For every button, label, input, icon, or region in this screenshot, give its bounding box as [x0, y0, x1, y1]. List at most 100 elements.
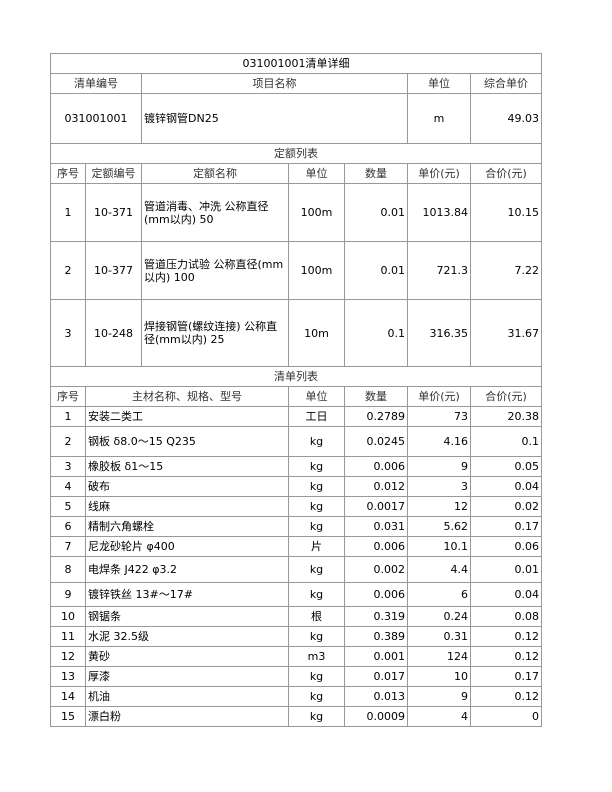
quota-price: 316.35: [407, 299, 471, 367]
material-unit: kg: [288, 476, 345, 497]
quota-name: 管道压力试验 公称直径(mm以内) 100: [141, 241, 289, 300]
material-price: 4.16: [407, 426, 471, 457]
material-name: 钢锯条: [85, 606, 289, 627]
material-unit: kg: [288, 582, 345, 607]
material-qty: 0.389: [344, 626, 408, 647]
material-price: 10.1: [407, 536, 471, 557]
material-unit: 片: [288, 536, 345, 557]
quota-unit: 10m: [288, 299, 345, 367]
material-name: 橡胶板 δ1～15: [85, 456, 289, 477]
material-unit: 根: [288, 606, 345, 627]
material-row: 12 黄砂 m3 0.001 124 0.12: [50, 646, 542, 667]
material-total: 0.1: [470, 426, 542, 457]
quota-section-title: 定额列表: [50, 143, 542, 164]
bill-detail-table: 031001001清单详细 清单编号 项目名称 单位 综合单价 03100100…: [50, 53, 542, 727]
row-no: 2: [50, 426, 86, 457]
material-total: 0.04: [470, 476, 542, 497]
quota-header-name: 定额名称: [141, 163, 289, 184]
material-total: 0.12: [470, 686, 542, 707]
material-name: 电焊条 J422 φ3.2: [85, 556, 289, 583]
material-price: 10: [407, 666, 471, 687]
row-no: 10: [50, 606, 86, 627]
bill-header-row: 清单编号 项目名称 单位 综合单价: [50, 73, 542, 94]
material-row: 4 破布 kg 0.012 3 0.04: [50, 476, 542, 497]
material-header-total: 合价(元): [470, 386, 542, 407]
material-unit: kg: [288, 686, 345, 707]
material-qty: 0.319: [344, 606, 408, 627]
quota-code: 10-377: [85, 241, 142, 300]
material-qty: 0.006: [344, 536, 408, 557]
bill-item-row: 031001001 镀锌钢管DN25 m 49.03: [50, 93, 542, 144]
material-name: 漂白粉: [85, 706, 289, 727]
quota-qty: 0.1: [344, 299, 408, 367]
material-name: 黄砂: [85, 646, 289, 667]
material-qty: 0.0009: [344, 706, 408, 727]
material-qty: 0.006: [344, 456, 408, 477]
quota-header-total: 合价(元): [470, 163, 542, 184]
material-qty: 0.001: [344, 646, 408, 667]
material-unit: kg: [288, 706, 345, 727]
table-title: 031001001清单详细: [50, 53, 542, 74]
material-total: 0.02: [470, 496, 542, 517]
quota-row: 2 10-377 管道压力试验 公称直径(mm以内) 100 100m 0.01 721.…: [50, 241, 542, 300]
material-name: 钢板 δ8.0～15 Q235: [85, 426, 289, 457]
material-qty: 0.017: [344, 666, 408, 687]
material-name: 水泥 32.5级: [85, 626, 289, 647]
header-unit: 单位: [407, 73, 471, 94]
material-header-name: 主材名称、规格、型号: [85, 386, 289, 407]
quota-qty: 0.01: [344, 241, 408, 300]
material-total: 0: [470, 706, 542, 727]
material-header-no: 序号: [50, 386, 86, 407]
material-total: 0.01: [470, 556, 542, 583]
row-no: 2: [50, 241, 86, 300]
material-total: 0.12: [470, 646, 542, 667]
quota-total: 10.15: [470, 183, 542, 242]
material-qty: 0.002: [344, 556, 408, 583]
quota-header-unit: 单位: [288, 163, 345, 184]
material-name: 尼龙砂轮片 φ400: [85, 536, 289, 557]
material-name: 机油: [85, 686, 289, 707]
material-name: 精制六角螺栓: [85, 516, 289, 537]
quota-header-qty: 数量: [344, 163, 408, 184]
material-price: 5.62: [407, 516, 471, 537]
material-row: 8 电焊条 J422 φ3.2 kg 0.002 4.4 0.01: [50, 556, 542, 583]
row-no: 9: [50, 582, 86, 607]
material-total: 20.38: [470, 406, 542, 427]
quota-name: 管道消毒、冲洗 公称直径(mm以内) 50: [141, 183, 289, 242]
material-total: 0.04: [470, 582, 542, 607]
material-total: 0.17: [470, 666, 542, 687]
quota-header-code: 定额编号: [85, 163, 142, 184]
material-total: 0.06: [470, 536, 542, 557]
row-no: 7: [50, 536, 86, 557]
material-price: 9: [407, 456, 471, 477]
material-header-qty: 数量: [344, 386, 408, 407]
material-row: 1 安装二类工 工日 0.2789 73 20.38: [50, 406, 542, 427]
material-qty: 0.2789: [344, 406, 408, 427]
material-unit: kg: [288, 666, 345, 687]
material-name: 安装二类工: [85, 406, 289, 427]
material-qty: 0.006: [344, 582, 408, 607]
row-no: 5: [50, 496, 86, 517]
material-price: 12: [407, 496, 471, 517]
material-price: 73: [407, 406, 471, 427]
row-no: 1: [50, 406, 86, 427]
row-no: 14: [50, 686, 86, 707]
quota-unit: 100m: [288, 183, 345, 242]
quota-qty: 0.01: [344, 183, 408, 242]
material-price: 3: [407, 476, 471, 497]
quota-row: 3 10-248 焊接钢管(螺纹连接) 公称直径(mm以内) 25 10m 0.1 316…: [50, 299, 542, 367]
quota-header-price: 单价(元): [407, 163, 471, 184]
material-unit: kg: [288, 556, 345, 583]
material-row: 14 机油 kg 0.013 9 0.12: [50, 686, 542, 707]
material-total: 0.08: [470, 606, 542, 627]
row-no: 3: [50, 299, 86, 367]
bill-unit-price: 49.03: [470, 93, 542, 144]
material-price: 6: [407, 582, 471, 607]
bill-code: 031001001: [50, 93, 142, 144]
material-qty: 0.013: [344, 686, 408, 707]
quota-code: 10-371: [85, 183, 142, 242]
material-section-title: 清单列表: [50, 366, 542, 387]
material-qty: 0.012: [344, 476, 408, 497]
quota-code: 10-248: [85, 299, 142, 367]
quota-header-row: 序号 定额编号 定额名称 单位 数量 单价(元) 合价(元): [50, 163, 542, 184]
